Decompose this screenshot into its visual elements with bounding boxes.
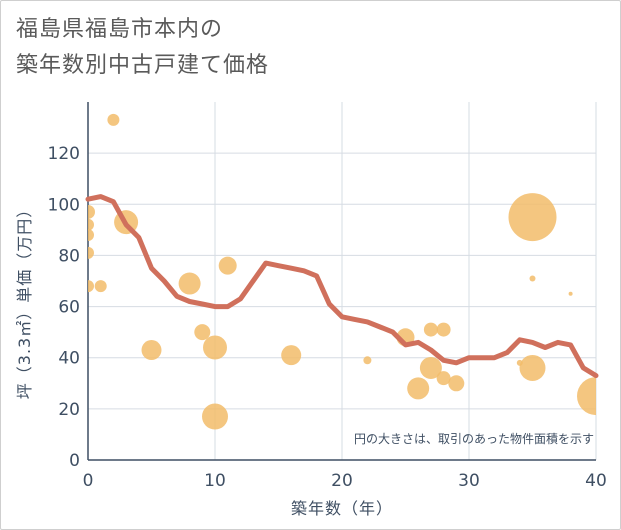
bubble-point-5 [94, 280, 107, 293]
bubble-point-14 [281, 345, 302, 366]
bubble-point-26 [529, 275, 536, 282]
bubble-point-28 [577, 377, 596, 416]
y-tick-label-80: 80 [58, 246, 80, 266]
x-tick-label-20: 20 [331, 471, 353, 491]
bubble-point-1 [88, 218, 94, 231]
bubble-point-3 [88, 246, 94, 259]
trend-line [85, 194, 599, 379]
bubble-point-17 [407, 377, 430, 400]
bubble-point-19 [419, 356, 442, 379]
y-tick-label-40: 40 [58, 349, 80, 369]
chart-title: 福島県福島市本内の 築年数別中古戸建て価格 [16, 12, 576, 84]
y-tick-label-100: 100 [48, 195, 80, 215]
x-tick-label-10: 10 [204, 471, 226, 491]
bubble-point-11 [203, 335, 227, 360]
bubble-point-27 [568, 291, 573, 296]
bubble-point-8 [141, 340, 162, 361]
y-axis-label: 坪（3.3㎡）単価（万円） [15, 201, 34, 399]
bubble-point-22 [448, 375, 465, 392]
bubble-point-2 [88, 228, 94, 241]
bubble-point-18 [423, 322, 438, 337]
bubble-point-4 [88, 280, 94, 293]
x-tick-label-0: 0 [83, 471, 94, 491]
y-tick-label-60: 60 [58, 298, 80, 318]
y-tick-label-20: 20 [58, 400, 80, 420]
bubble-series [88, 113, 596, 430]
bubble-point-20 [436, 322, 451, 337]
bubble-point-24 [508, 193, 557, 242]
x-axis-label: 築年数（年） [291, 499, 393, 518]
bubble-point-10 [194, 324, 211, 341]
tick-labels: 0 20 40 60 80 100 120 0 10 20 30 40 [48, 144, 607, 491]
chart-title-line-2: 築年数別中古戸建て価格 [16, 53, 270, 78]
trend-line-series [85, 194, 599, 379]
bubble-point-9 [178, 272, 201, 295]
bubble-point-25 [519, 354, 546, 381]
bubble-point-21 [436, 371, 451, 386]
bubble-point-6 [107, 113, 120, 126]
bubble-size-note: 円の大きさは、取引のあった物件面積を示す [354, 431, 594, 446]
chart-title-line-1: 福島県福島市本内の [16, 17, 224, 42]
bubble-point-0 [88, 204, 95, 219]
y-tick-label-120: 120 [48, 144, 80, 164]
bubble-point-12 [202, 403, 228, 430]
x-tick-label-40: 40 [585, 471, 607, 491]
x-tick-label-30: 30 [458, 471, 480, 491]
bubble-point-13 [218, 256, 237, 275]
bubble-point-15 [363, 356, 372, 365]
y-tick-label-0: 0 [69, 451, 80, 471]
